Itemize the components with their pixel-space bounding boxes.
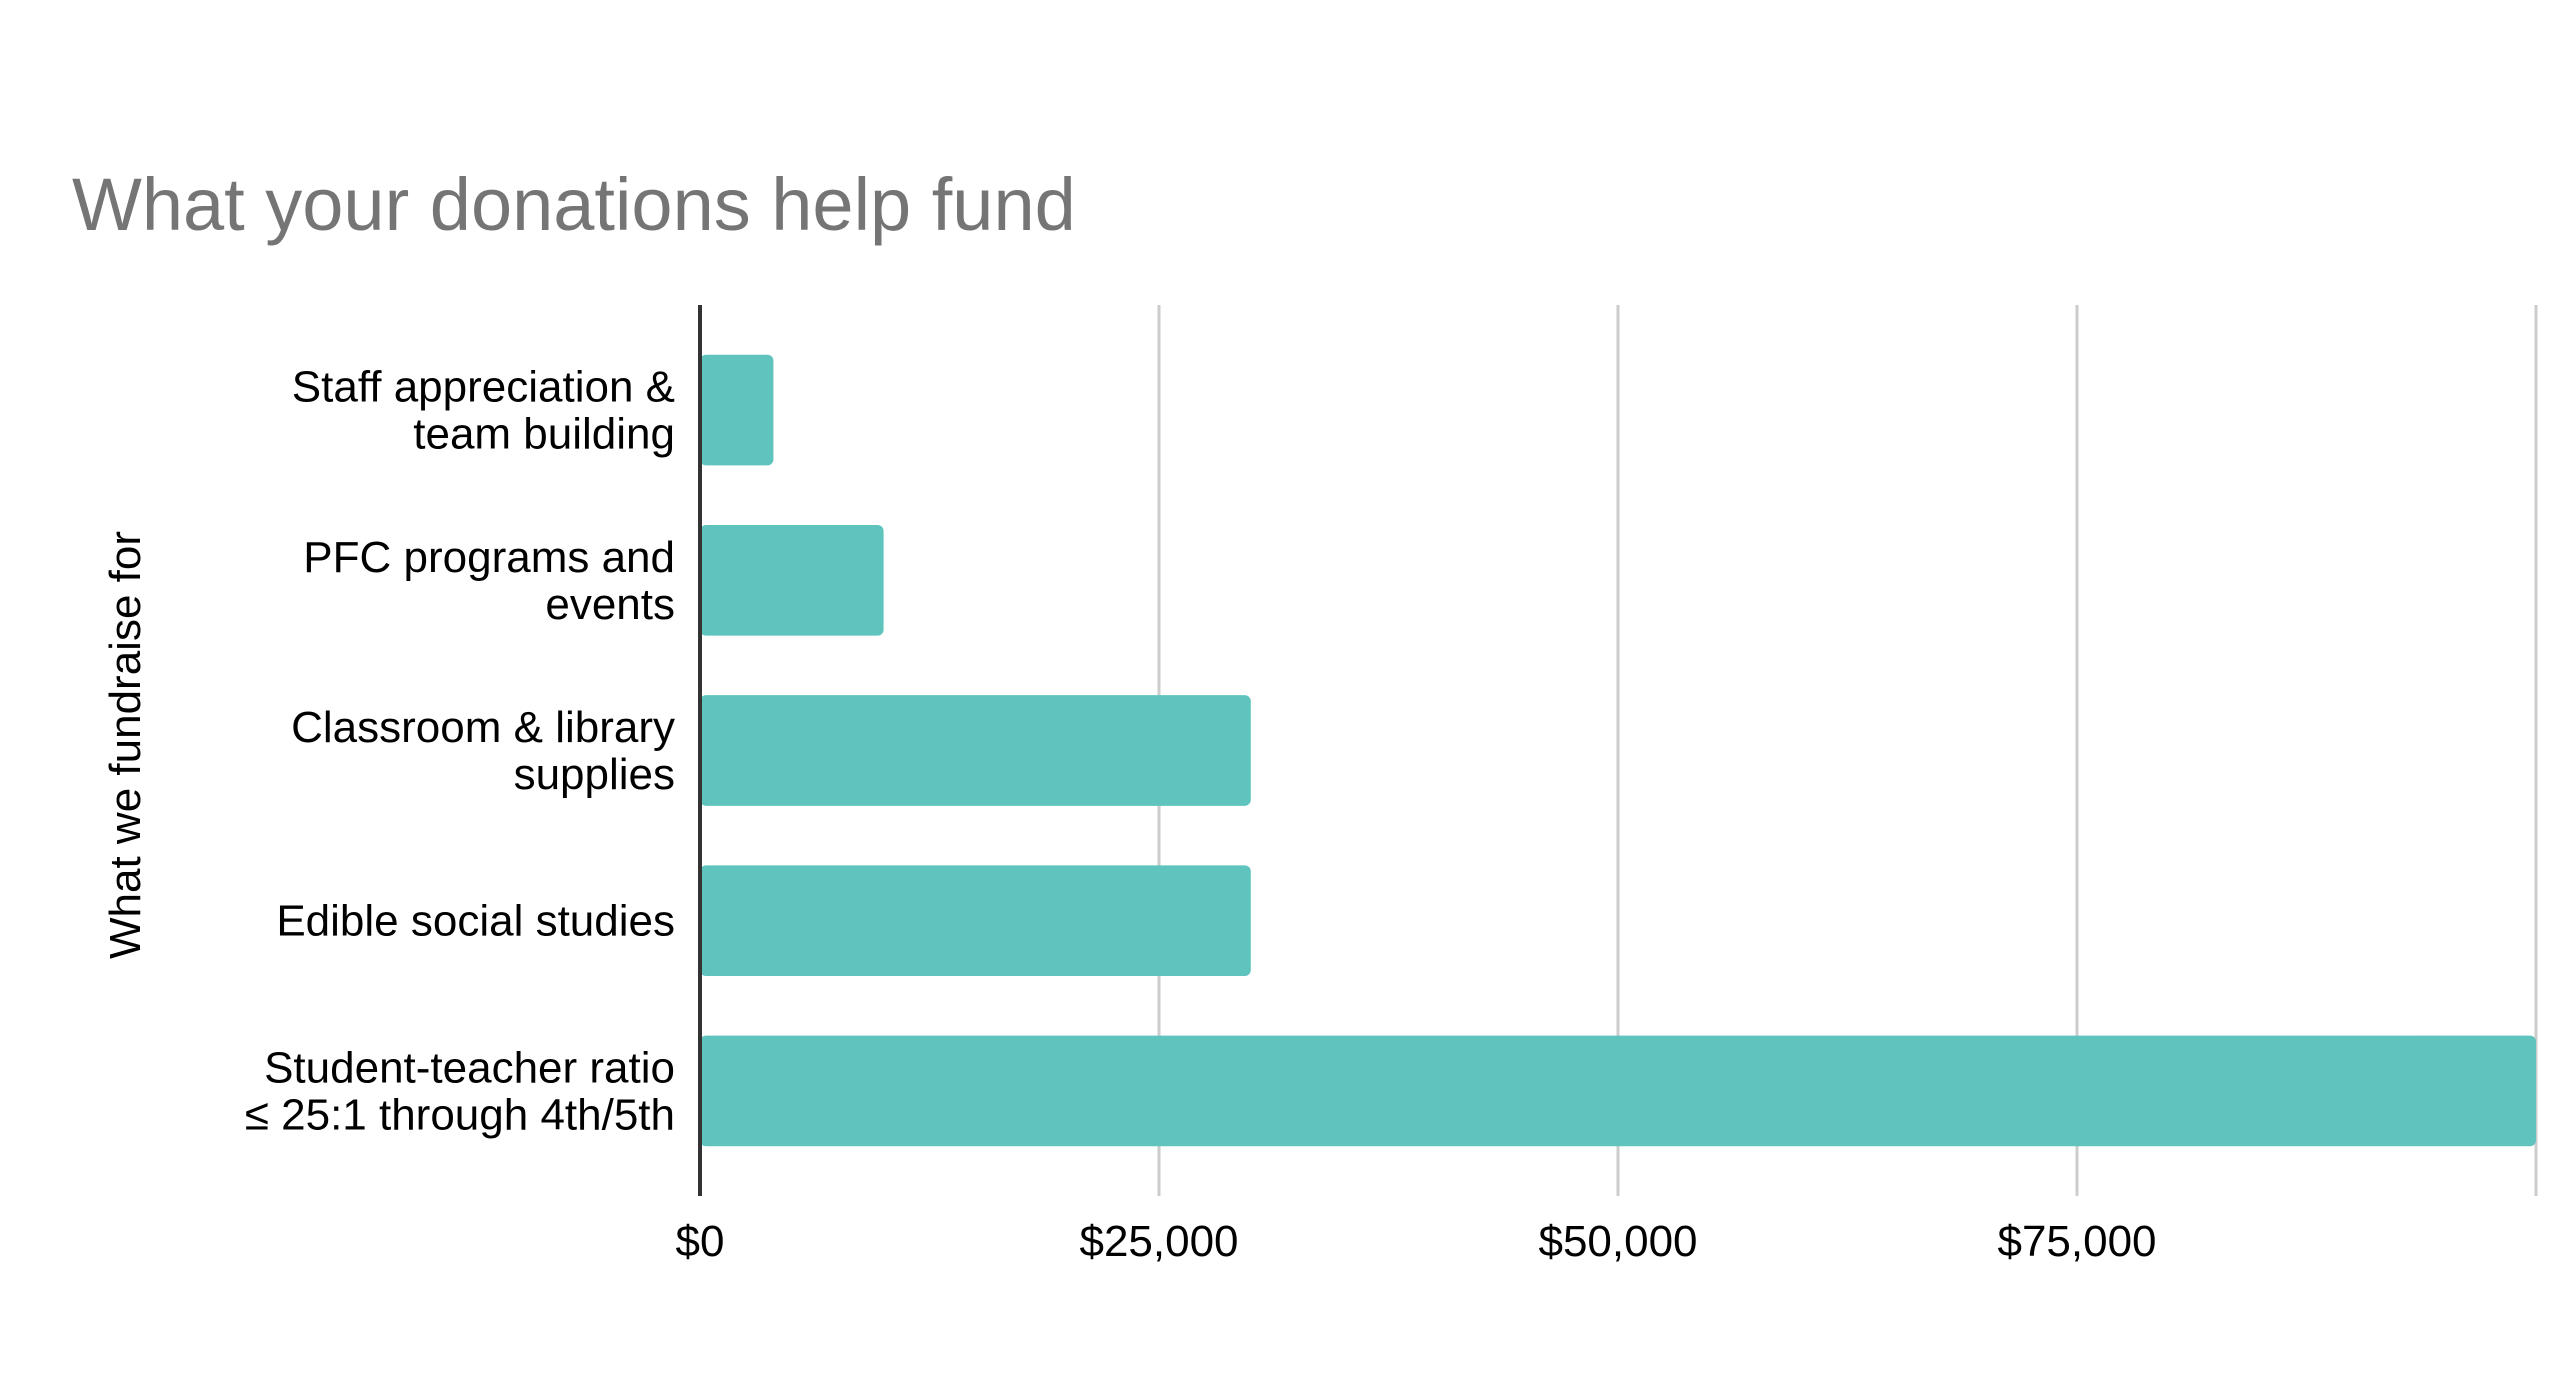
x-tick-label: $25,000: [1079, 1217, 1238, 1266]
category-label: PFC programs and events: [303, 533, 675, 629]
bar: [700, 524, 884, 636]
y-axis-title: What we fundraise for: [101, 531, 150, 959]
category-label: Classroom & library supplies: [291, 703, 675, 799]
x-tick-labels: $0 $25,000 $50,000 $75,000: [676, 1217, 2157, 1266]
category-label: Staff appreciation & team building: [292, 363, 675, 459]
bar: [700, 695, 1251, 806]
x-tick-label: $50,000: [1538, 1217, 1697, 1266]
bar: [700, 1035, 2536, 1147]
x-tick-label: $75,000: [1997, 1217, 2156, 1266]
bar: [700, 354, 774, 466]
chart-title: What your donations help fund: [72, 163, 1076, 246]
category-labels: Staff appreciation & team building PFC pro…: [245, 363, 675, 1140]
bar: [700, 865, 1251, 977]
category-label: Student-teacher ratio ≤ 25:1 through 4th/…: [245, 1043, 675, 1139]
category-label: Edible social studies: [276, 897, 675, 946]
x-tick-label: $0: [676, 1217, 725, 1266]
bars: [700, 354, 2536, 1147]
